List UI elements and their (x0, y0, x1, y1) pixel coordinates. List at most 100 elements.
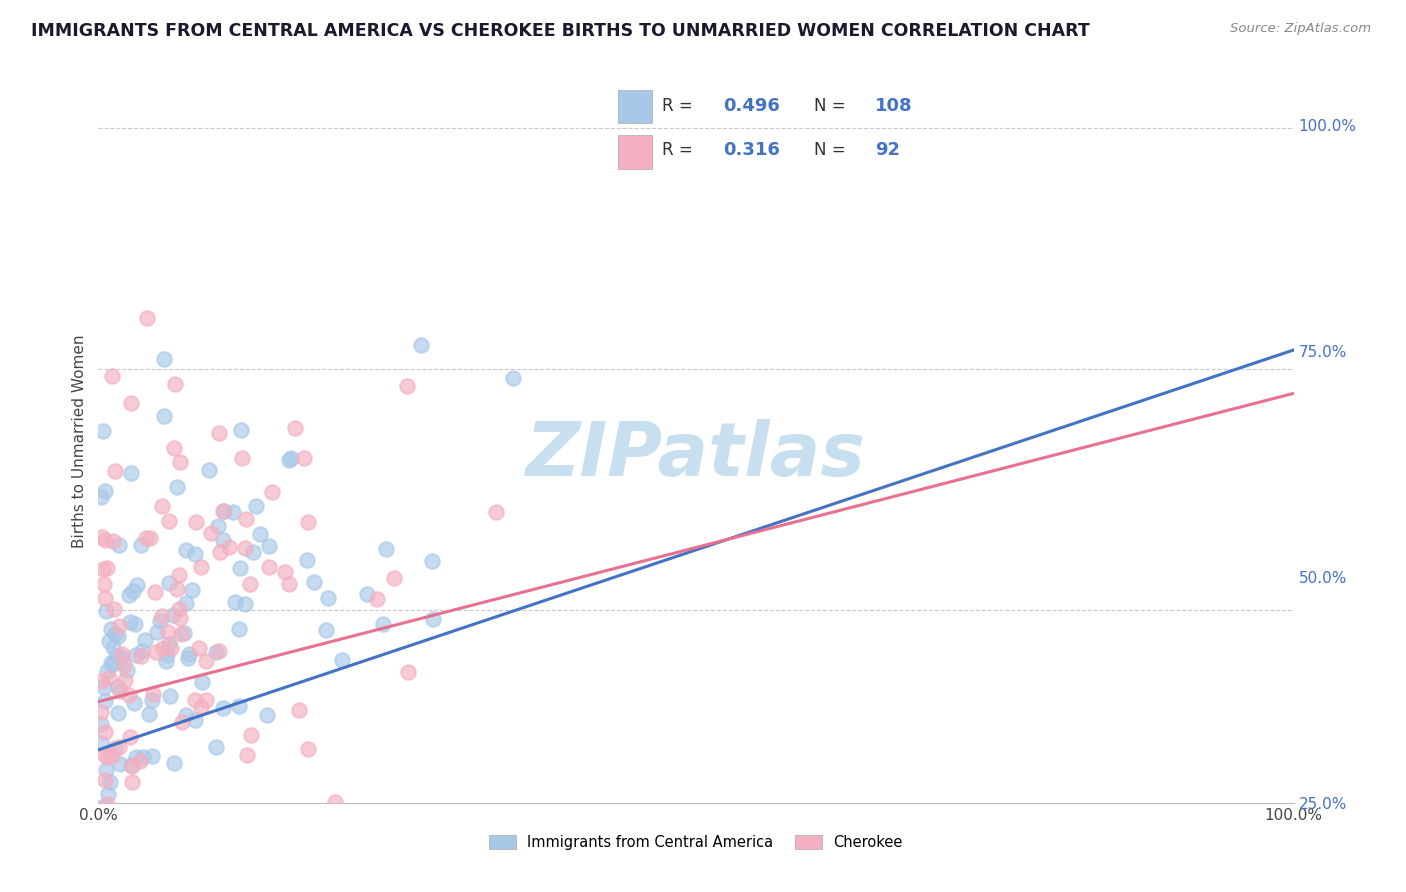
Point (132, 750, 155, 764)
Point (124, 617, 146, 632)
Point (108, 739, 131, 754)
Point (114, 673, 136, 688)
Point (118, 615, 141, 630)
Point (108, 888, 131, 892)
Point (152, 409, 174, 424)
Point (262, 484, 284, 499)
Point (208, 426, 231, 441)
Text: ZIPatlas: ZIPatlas (526, 419, 866, 492)
Point (125, 749, 148, 764)
Point (249, 526, 271, 541)
Point (174, 596, 197, 610)
Point (228, 699, 250, 714)
Point (145, 645, 167, 659)
Point (235, 512, 257, 526)
Point (186, 515, 208, 529)
Point (184, 547, 207, 561)
Point (129, 649, 152, 664)
Point (90, 716, 112, 731)
Point (222, 504, 245, 518)
Text: 108: 108 (875, 97, 912, 115)
Point (204, 739, 226, 754)
Point (107, 629, 129, 643)
Point (90, 673, 112, 688)
Point (96, 750, 118, 764)
Point (297, 515, 319, 529)
Point (93, 577, 115, 591)
Point (101, 657, 124, 671)
Point (166, 582, 188, 596)
Point (107, 619, 129, 633)
Point (141, 749, 163, 764)
Point (90, 800, 112, 814)
Point (90, 490, 112, 504)
Text: 0.316: 0.316 (723, 142, 780, 160)
Point (125, 648, 148, 662)
Point (118, 588, 141, 602)
Point (90, 705, 112, 719)
Point (157, 575, 180, 590)
Point (163, 756, 186, 770)
Point (284, 421, 307, 435)
Point (94, 725, 117, 739)
Point (98, 671, 121, 685)
Point (295, 552, 318, 566)
Point (240, 728, 263, 742)
Text: R =: R = (662, 97, 699, 115)
Point (205, 645, 228, 659)
Point (121, 775, 143, 789)
Point (366, 592, 388, 607)
Point (93, 483, 115, 498)
Point (195, 654, 218, 668)
Point (256, 844, 278, 858)
Point (107, 681, 129, 695)
Point (121, 396, 143, 410)
Point (134, 632, 156, 647)
Text: IMMIGRANTS FROM CENTRAL AMERICA VS CHEROKEE BIRTHS TO UNMARRIED WOMEN CORRELATIO: IMMIGRANTS FROM CENTRAL AMERICA VS CHERO… (31, 22, 1090, 40)
Point (422, 554, 444, 568)
Point (155, 654, 177, 668)
Point (103, 601, 125, 615)
Point (150, 608, 173, 623)
Point (107, 706, 129, 721)
Point (195, 692, 218, 706)
Point (152, 351, 174, 366)
Point (103, 534, 125, 549)
Text: 92: 92 (875, 142, 900, 160)
Point (214, 504, 236, 518)
Point (184, 714, 207, 728)
Point (96, 797, 118, 812)
Point (245, 499, 267, 513)
Point (208, 545, 231, 559)
Point (139, 532, 162, 546)
Point (141, 693, 163, 707)
Point (105, 648, 128, 663)
Point (142, 807, 165, 822)
Point (325, 795, 347, 809)
Point (297, 742, 319, 756)
Text: R =: R = (662, 142, 699, 160)
Point (212, 533, 235, 548)
Point (169, 455, 191, 469)
Point (395, 379, 418, 393)
Point (422, 612, 444, 626)
Point (229, 561, 252, 575)
Point (148, 614, 170, 628)
Point (108, 757, 131, 772)
Point (112, 658, 135, 673)
Point (292, 451, 315, 466)
Point (129, 754, 152, 768)
Point (278, 577, 301, 591)
Point (184, 693, 207, 707)
Point (169, 611, 191, 625)
Point (104, 627, 127, 641)
Point (122, 583, 145, 598)
Point (104, 740, 127, 755)
Point (211, 504, 233, 518)
Point (122, 696, 145, 710)
Point (104, 464, 127, 478)
Point (94, 604, 117, 618)
Point (100, 656, 122, 670)
Point (94, 764, 117, 778)
Point (94, 772, 117, 787)
